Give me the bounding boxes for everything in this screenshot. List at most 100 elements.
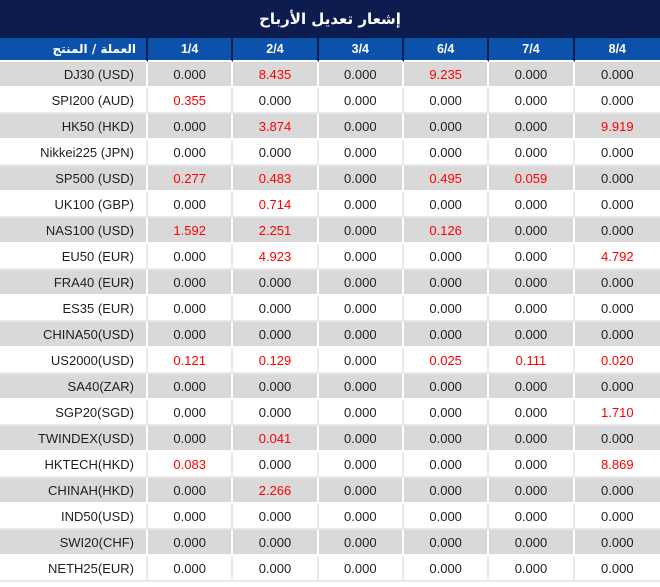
table-row: CHINAH(HKD) 0.000 2.266 0.000 0.000 0.000 0.00… bbox=[0, 478, 660, 504]
adjustment-value-cell: 0.000 bbox=[148, 504, 234, 530]
table-row: ES35 (EUR) 0.000 0.000 0.000 0.000 0.000 0.000 bbox=[0, 296, 660, 322]
adjustment-value-cell: 1.710 bbox=[574, 400, 660, 426]
table-row: US2000(USD) 0.121 0.129 0.000 0.025 0.111 0.02… bbox=[0, 348, 660, 374]
product-label: IND50(USD) bbox=[0, 504, 148, 530]
adjustment-value-cell: 0.277 bbox=[148, 166, 234, 192]
adjustment-value-cell: 0.000 bbox=[489, 218, 575, 244]
product-label: NAS100 (USD) bbox=[0, 218, 148, 244]
column-header-product: العملة / المنتج bbox=[0, 38, 148, 62]
adjustment-value-cell: 0.000 bbox=[148, 192, 234, 218]
adjustment-value-cell: 0.000 bbox=[318, 88, 404, 114]
adjustment-value-cell: 0.000 bbox=[489, 296, 575, 322]
adjustment-value-cell: 0.000 bbox=[403, 114, 490, 140]
adjustment-value-cell: 9.919 bbox=[574, 114, 660, 140]
adjustment-value-cell: 0.000 bbox=[318, 296, 404, 322]
adjustment-value-cell: 0.000 bbox=[318, 322, 404, 348]
adjustment-value-cell: 0.000 bbox=[574, 192, 660, 218]
adjustment-value-cell: 0.000 bbox=[318, 400, 404, 426]
adjustment-value-cell: 0.000 bbox=[233, 530, 319, 556]
adjustment-value-cell: 0.000 bbox=[403, 452, 490, 478]
adjustment-value-cell: 0.000 bbox=[403, 192, 490, 218]
adjustment-value-cell: 0.111 bbox=[489, 348, 575, 374]
adjustment-value-cell: 0.000 bbox=[489, 478, 575, 504]
adjustment-value-cell: 0.000 bbox=[574, 322, 660, 348]
adjustment-value-cell: 0.000 bbox=[489, 530, 575, 556]
adjustment-value-cell: 0.000 bbox=[148, 400, 234, 426]
adjustment-value-cell: 0.000 bbox=[318, 374, 404, 400]
adjustment-value-cell: 0.000 bbox=[233, 400, 319, 426]
adjustment-value-cell: 0.000 bbox=[489, 452, 575, 478]
adjustment-value-cell: 0.000 bbox=[403, 478, 490, 504]
adjustment-value-cell: 0.000 bbox=[403, 270, 490, 296]
adjustment-value-cell: 0.025 bbox=[403, 348, 490, 374]
adjustment-value-cell: 0.000 bbox=[574, 140, 660, 166]
adjustment-value-cell: 0.000 bbox=[233, 322, 319, 348]
adjustment-value-cell: 0.000 bbox=[148, 296, 234, 322]
adjustment-value-cell: 4.792 bbox=[574, 244, 660, 270]
table-row: TWINDEX(USD) 0.000 0.041 0.000 0.000 0.000 0.0… bbox=[0, 426, 660, 452]
adjustment-value-cell: 0.121 bbox=[148, 348, 234, 374]
adjustment-value-cell: 0.000 bbox=[148, 244, 234, 270]
table-row: HK50 (HKD) 0.000 3.874 0.000 0.000 0.000 9.919 bbox=[0, 114, 660, 140]
adjustment-value-cell: 0.000 bbox=[148, 62, 234, 88]
adjustment-value-cell: 0.020 bbox=[574, 348, 660, 374]
adjustment-value-cell: 3.874 bbox=[233, 114, 319, 140]
product-label: FRA40 (EUR) bbox=[0, 270, 148, 296]
product-label: NETH25(EUR) bbox=[0, 556, 148, 582]
table-row: HKTECH(HKD) 0.083 0.000 0.000 0.000 0.000 8.86… bbox=[0, 452, 660, 478]
adjustment-value-cell: 0.000 bbox=[318, 140, 404, 166]
adjustment-value-cell: 0.000 bbox=[489, 88, 575, 114]
adjustment-value-cell: 0.126 bbox=[403, 218, 490, 244]
adjustment-value-cell: 0.000 bbox=[233, 504, 319, 530]
product-label: TWINDEX(USD) bbox=[0, 426, 148, 452]
title-bar: إشعار تعديل الأرباح bbox=[0, 0, 660, 38]
product-label: SPI200 (AUD) bbox=[0, 88, 148, 114]
adjustment-value-cell: 0.000 bbox=[318, 504, 404, 530]
table-row: SWI20(CHF) 0.000 0.000 0.000 0.000 0.000 0.000 bbox=[0, 530, 660, 556]
adjustment-value-cell: 0.000 bbox=[489, 244, 575, 270]
adjustment-value-cell: 0.000 bbox=[318, 270, 404, 296]
adjustment-value-cell: 0.000 bbox=[489, 322, 575, 348]
adjustment-value-cell: 0.000 bbox=[574, 62, 660, 88]
adjustment-value-cell: 0.000 bbox=[489, 400, 575, 426]
adjustment-value-cell: 0.000 bbox=[148, 140, 234, 166]
adjustment-value-cell: 0.000 bbox=[148, 114, 234, 140]
adjustment-value-cell: 0.000 bbox=[489, 114, 575, 140]
adjustment-value-cell: 0.000 bbox=[403, 400, 490, 426]
product-label: SP500 (USD) bbox=[0, 166, 148, 192]
adjustment-value-cell: 0.000 bbox=[318, 218, 404, 244]
adjustment-value-cell: 0.000 bbox=[574, 530, 660, 556]
adjustment-value-cell: 0.000 bbox=[574, 166, 660, 192]
adjustment-value-cell: 0.000 bbox=[233, 140, 319, 166]
product-label: EU50 (EUR) bbox=[0, 244, 148, 270]
adjustment-value-cell: 0.041 bbox=[233, 426, 319, 452]
column-header-date-5: 7/4 bbox=[489, 38, 575, 62]
adjustment-value-cell: 0.000 bbox=[148, 426, 234, 452]
adjustment-value-cell: 0.000 bbox=[489, 504, 575, 530]
adjustment-value-cell: 0.000 bbox=[233, 270, 319, 296]
table-row: SA40(ZAR) 0.000 0.000 0.000 0.000 0.000 0.000 bbox=[0, 374, 660, 400]
adjustment-value-cell: 0.000 bbox=[574, 504, 660, 530]
adjustment-value-cell: 0.000 bbox=[148, 270, 234, 296]
adjustment-value-cell: 0.000 bbox=[574, 270, 660, 296]
adjustment-value-cell: 0.000 bbox=[148, 556, 234, 582]
adjustment-value-cell: 0.000 bbox=[318, 556, 404, 582]
adjustment-value-cell: 8.869 bbox=[574, 452, 660, 478]
adjustment-value-cell: 0.000 bbox=[318, 244, 404, 270]
adjustment-value-cell: 0.000 bbox=[318, 478, 404, 504]
adjustment-value-cell: 0.000 bbox=[574, 426, 660, 452]
adjustment-value-cell: 0.000 bbox=[148, 374, 234, 400]
adjustment-value-cell: 0.000 bbox=[489, 426, 575, 452]
adjustment-value-cell: 0.000 bbox=[574, 478, 660, 504]
column-header-date-6: 8/4 bbox=[574, 38, 660, 62]
table-body: DJ30 (USD) 0.000 8.435 0.000 9.235 0.000 0.000… bbox=[0, 62, 660, 582]
adjustment-value-cell: 0.000 bbox=[233, 452, 319, 478]
product-label: CHINA50(USD) bbox=[0, 322, 148, 348]
column-header-date-2: 2/4 bbox=[233, 38, 319, 62]
product-label: ES35 (EUR) bbox=[0, 296, 148, 322]
table-header-row: العملة / المنتج 1/4 2/4 3/4 6/4 7/4 8/4 bbox=[0, 38, 660, 62]
adjustment-value-cell: 0.129 bbox=[233, 348, 319, 374]
adjustment-value-cell: 0.000 bbox=[489, 374, 575, 400]
table-row: CHINA50(USD) 0.000 0.000 0.000 0.000 0.000 0.0… bbox=[0, 322, 660, 348]
